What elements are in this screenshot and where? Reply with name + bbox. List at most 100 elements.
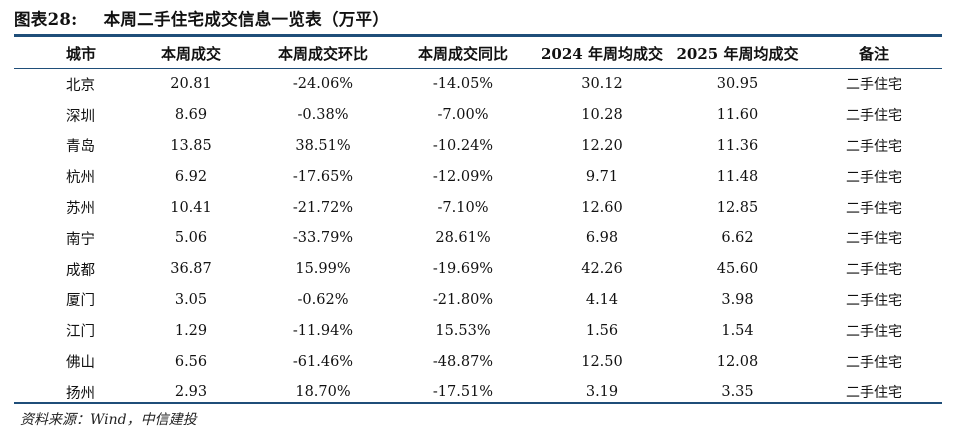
cell-weekly-mom: -11.94%	[292, 322, 354, 339]
source-note: 资料来源：Wind，中信建投	[20, 412, 197, 428]
cell-2025-avg: 11.36	[716, 137, 759, 154]
header-weekly-yoy: 本周成交同比	[391, 38, 535, 69]
cell-weekly-yoy: 28.61%	[435, 230, 491, 247]
cell-city: 青岛	[66, 139, 95, 156]
cell-weekly-volume: 5.06	[174, 230, 208, 247]
cell-weekly-yoy: -21.80%	[432, 291, 494, 308]
cell-weekly-mom: -0.62%	[297, 291, 349, 308]
cell-weekly-mom: -0.38%	[297, 107, 349, 124]
table-row: 青岛 13.85 38.51% -10.24% 12.20 11.36 二手住宅	[14, 131, 942, 162]
header-note: 备注	[806, 38, 942, 69]
cell-2024-avg: 1.56	[585, 322, 619, 339]
cell-weekly-yoy: -12.09%	[432, 168, 494, 185]
header-weekly-volume: 本周成交	[127, 38, 255, 69]
cell-weekly-yoy: -10.24%	[432, 137, 494, 154]
cell-weekly-mom: -33.79%	[292, 230, 354, 247]
cell-2024-avg: 12.50	[581, 353, 623, 370]
cell-note: 二手住宅	[846, 200, 902, 217]
cell-weekly-volume: 36.87	[170, 261, 212, 278]
cell-2025-avg: 3.98	[721, 291, 754, 308]
cell-2025-avg: 11.60	[716, 107, 759, 124]
cell-weekly-volume: 20.81	[170, 76, 212, 93]
cell-weekly-yoy: -17.51%	[432, 384, 494, 401]
cell-note: 二手住宅	[846, 292, 902, 309]
table-top-rule	[14, 34, 942, 37]
cell-2024-avg: 4.14	[585, 291, 619, 308]
cell-2024-avg: 10.28	[581, 107, 623, 124]
cell-note: 二手住宅	[846, 231, 902, 248]
table-bottom-rule	[14, 402, 942, 404]
cell-weekly-yoy: -48.87%	[432, 353, 494, 370]
cell-weekly-mom: 18.70%	[295, 384, 351, 401]
table-row: 苏州 10.41 -21.72% -7.10% 12.60 12.85 二手住宅	[14, 192, 942, 223]
header-city: 城市	[14, 38, 127, 69]
cell-weekly-yoy: -7.10%	[437, 199, 489, 216]
cell-note: 二手住宅	[846, 138, 902, 155]
cell-note: 二手住宅	[846, 169, 902, 186]
cell-2025-avg: 30.95	[716, 76, 759, 93]
cell-city: 成都	[66, 262, 95, 279]
cell-city: 江门	[66, 324, 95, 341]
cell-weekly-yoy: -14.05%	[432, 76, 494, 93]
cell-weekly-mom: -17.65%	[292, 168, 354, 185]
cell-city: 佛山	[66, 355, 95, 372]
cell-note: 二手住宅	[846, 323, 902, 340]
figure-title-text: 本周二手住宅成交信息一览表（万平）	[103, 10, 390, 29]
figure-title: 图表28: 本周二手住宅成交信息一览表（万平）	[14, 6, 389, 30]
header-weekly-mom: 本周成交环比	[255, 38, 391, 69]
cell-2024-avg: 9.71	[585, 168, 619, 185]
cell-2025-avg: 6.62	[721, 230, 754, 247]
cell-weekly-mom: 38.51%	[295, 137, 351, 154]
cell-weekly-volume: 8.69	[174, 107, 208, 124]
cell-weekly-volume: 13.85	[170, 137, 212, 154]
cell-weekly-yoy: -19.69%	[432, 261, 494, 278]
cell-note: 二手住宅	[846, 354, 902, 371]
cell-2024-avg: 12.20	[581, 137, 623, 154]
cell-2024-avg: 12.60	[581, 199, 623, 216]
cell-weekly-yoy: 15.53%	[435, 322, 491, 339]
figure-label: 图表28:	[14, 10, 78, 29]
cell-note: 二手住宅	[846, 108, 902, 125]
cell-weekly-volume: 6.56	[174, 353, 208, 370]
table-row: 佛山 6.56 -61.46% -48.87% 12.50 12.08 二手住宅	[14, 346, 942, 377]
cell-2025-avg: 12.08	[716, 353, 759, 370]
cell-2025-avg: 11.48	[716, 168, 759, 185]
cell-city: 苏州	[66, 201, 95, 218]
cell-weekly-yoy: -7.00%	[437, 107, 489, 124]
table-row: 厦门 3.05 -0.62% -21.80% 4.14 3.98 二手住宅	[14, 285, 942, 316]
table-row: 深圳 8.69 -0.38% -7.00% 10.28 11.60 二手住宅	[14, 100, 942, 131]
cell-city: 北京	[66, 77, 95, 94]
cell-note: 二手住宅	[846, 262, 902, 279]
cell-city: 扬州	[66, 385, 95, 402]
header-2024-avg: 2024 年周均成交	[535, 38, 669, 69]
table-row: 江门 1.29 -11.94% 15.53% 1.56 1.54 二手住宅	[14, 315, 942, 346]
cell-note: 二手住宅	[846, 385, 902, 402]
table-row: 扬州 2.93 18.70% -17.51% 3.19 3.35 二手住宅	[14, 377, 942, 408]
cell-2025-avg: 1.54	[721, 322, 754, 339]
cell-weekly-volume: 3.05	[174, 291, 208, 308]
header-2025-avg: 2025 年周均成交	[669, 38, 806, 69]
cell-2024-avg: 6.98	[585, 230, 619, 247]
cell-note: 二手住宅	[846, 77, 902, 94]
cell-weekly-mom: 15.99%	[295, 261, 351, 278]
cell-city: 厦门	[66, 293, 95, 310]
table-body: 北京 20.81 -24.06% -14.05% 30.12 30.95 二手住宅 深圳 8.6…	[14, 69, 942, 408]
table-row: 南宁 5.06 -33.79% 28.61% 6.98 6.62 二手住宅	[14, 223, 942, 254]
table-row: 成都 36.87 15.99% -19.69% 42.26 45.60 二手住宅	[14, 254, 942, 285]
cell-weekly-mom: -24.06%	[292, 76, 354, 93]
table-row: 杭州 6.92 -17.65% -12.09% 9.71 11.48 二手住宅	[14, 161, 942, 192]
cell-weekly-mom: -61.46%	[292, 353, 354, 370]
cell-2025-avg: 12.85	[716, 199, 759, 216]
cell-weekly-volume: 2.93	[174, 384, 208, 401]
cell-2024-avg: 30.12	[581, 76, 623, 93]
cell-weekly-volume: 1.29	[174, 322, 208, 339]
cell-weekly-volume: 6.92	[174, 168, 208, 185]
cell-2024-avg: 3.19	[585, 384, 619, 401]
table-header-row: 城市 本周成交 本周成交环比 本周成交同比 2024 年周均成交 2025 年周…	[14, 38, 942, 69]
table-row: 北京 20.81 -24.06% -14.05% 30.12 30.95 二手住宅	[14, 69, 942, 100]
cell-2024-avg: 42.26	[581, 261, 623, 278]
cell-city: 杭州	[66, 170, 95, 187]
transactions-table: 城市 本周成交 本周成交环比 本周成交同比 2024 年周均成交 2025 年周…	[14, 38, 942, 408]
cell-2025-avg: 3.35	[721, 384, 754, 401]
cell-weekly-mom: -21.72%	[292, 199, 354, 216]
